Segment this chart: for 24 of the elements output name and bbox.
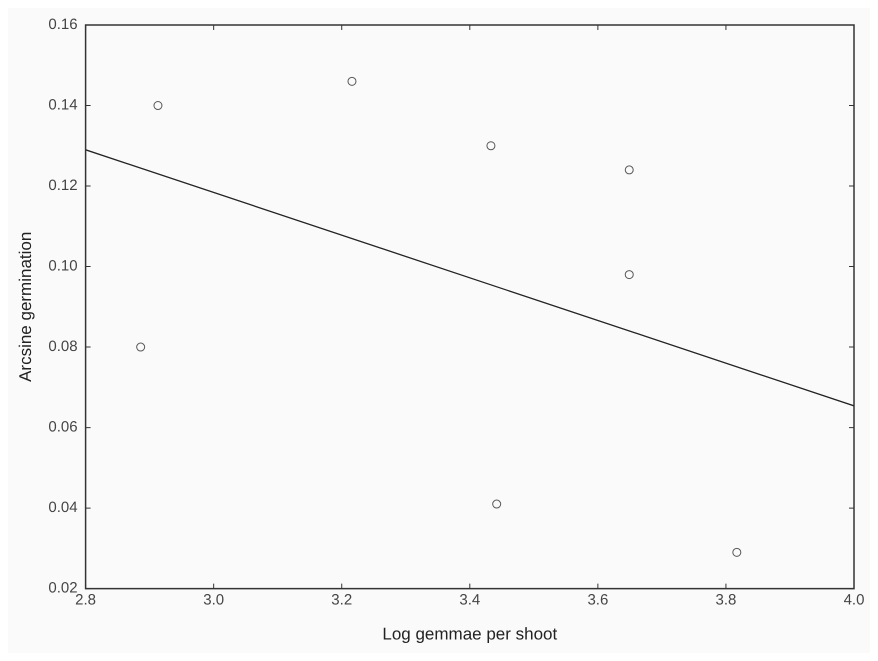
y-axis-title: Arcsine germination xyxy=(16,232,35,382)
x-tick-label: 2.8 xyxy=(75,592,96,609)
x-tick-label: 3.8 xyxy=(716,592,736,609)
point xyxy=(486,141,496,150)
y-tick-label: 0.10 xyxy=(48,258,78,275)
y-tick-label: 0.08 xyxy=(48,338,78,356)
point xyxy=(624,270,634,280)
point xyxy=(492,500,502,509)
point xyxy=(347,76,356,86)
x-tick-label: 4.0 xyxy=(844,592,864,609)
point xyxy=(732,548,742,557)
x-tick-label: 3.4 xyxy=(459,592,480,609)
y-tick-label: 0.04 xyxy=(48,499,78,516)
point xyxy=(153,101,162,110)
y-tick-label: 0.14 xyxy=(48,96,78,114)
point xyxy=(624,165,634,174)
x-tick-label: 3.0 xyxy=(203,592,224,609)
point xyxy=(136,342,146,352)
y-tick-label: 0.12 xyxy=(48,177,78,194)
y-tick-label: 0.16 xyxy=(48,16,78,34)
x-tick-label: 3.2 xyxy=(331,592,352,609)
y-tick-label: 0.06 xyxy=(48,418,78,436)
x-tick-label: 3.6 xyxy=(587,592,608,609)
x-axis-title: Log gemmae per shoot xyxy=(382,624,558,644)
